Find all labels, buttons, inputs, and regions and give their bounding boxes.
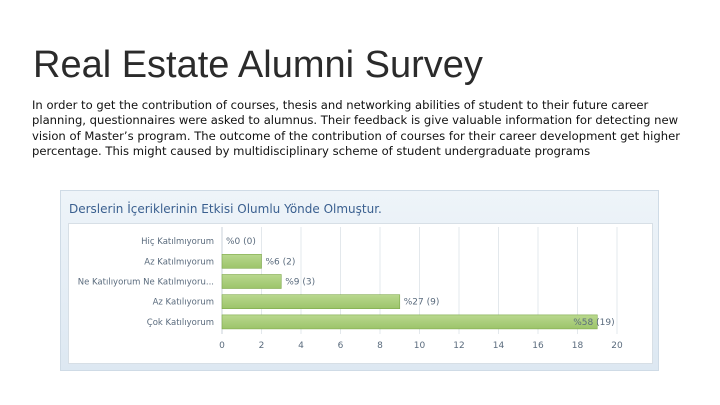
- data-label: %6 (2): [266, 257, 296, 267]
- x-tick-label: 14: [493, 341, 505, 351]
- chart-bars: [221, 253, 598, 330]
- bar: [221, 314, 598, 330]
- category-label: Az Katılıyorum: [153, 298, 214, 308]
- chart-title: Derslerin İçeriklerinin Etkisi Olumlu Yö…: [69, 202, 382, 216]
- chart-panel: Derslerin İçeriklerinin Etkisi Olumlu Yö…: [60, 190, 659, 371]
- bar: [221, 253, 262, 269]
- x-tick-label: 16: [532, 341, 544, 351]
- category-label: Az Katılmıyorum: [144, 257, 214, 267]
- x-tick-label: 20: [611, 341, 623, 351]
- x-tick-label: 10: [414, 341, 426, 351]
- data-label: %0 (0): [226, 237, 256, 247]
- slide-body-text: In order to get the contribution of cour…: [32, 98, 680, 159]
- bar: [221, 294, 401, 309]
- x-tick-label: 18: [572, 341, 584, 351]
- chart-labels: 0 2 4 6 8 10 12 14 16 18 20 Hiç Katılmıyorum %0 (0) A…: [78, 237, 623, 351]
- category-label: Hiç Katılmıyorum: [141, 237, 214, 247]
- x-tick-label: 4: [298, 341, 304, 351]
- x-tick-label: 12: [453, 341, 464, 351]
- bar: [221, 274, 282, 289]
- data-label: %9 (3): [285, 278, 315, 288]
- x-tick-label: 0: [219, 341, 225, 351]
- x-tick-label: 6: [338, 341, 344, 351]
- x-tick-label: 2: [259, 341, 265, 351]
- data-label: %58 (19): [573, 318, 614, 328]
- bar-chart: 0 2 4 6 8 10 12 14 16 18 20 Hiç Katılmıyorum %0 (0) A…: [78, 227, 623, 351]
- data-label: %27 (9): [404, 298, 440, 308]
- chart-plot-frame: [68, 223, 653, 364]
- slide-title: Real Estate Alumni Survey: [33, 44, 483, 86]
- category-label: Ne Katılıyorum Ne Katılmıyoru...: [78, 278, 214, 288]
- x-tick-label: 8: [377, 341, 383, 351]
- category-label: Çok Katılıyorum: [147, 318, 214, 328]
